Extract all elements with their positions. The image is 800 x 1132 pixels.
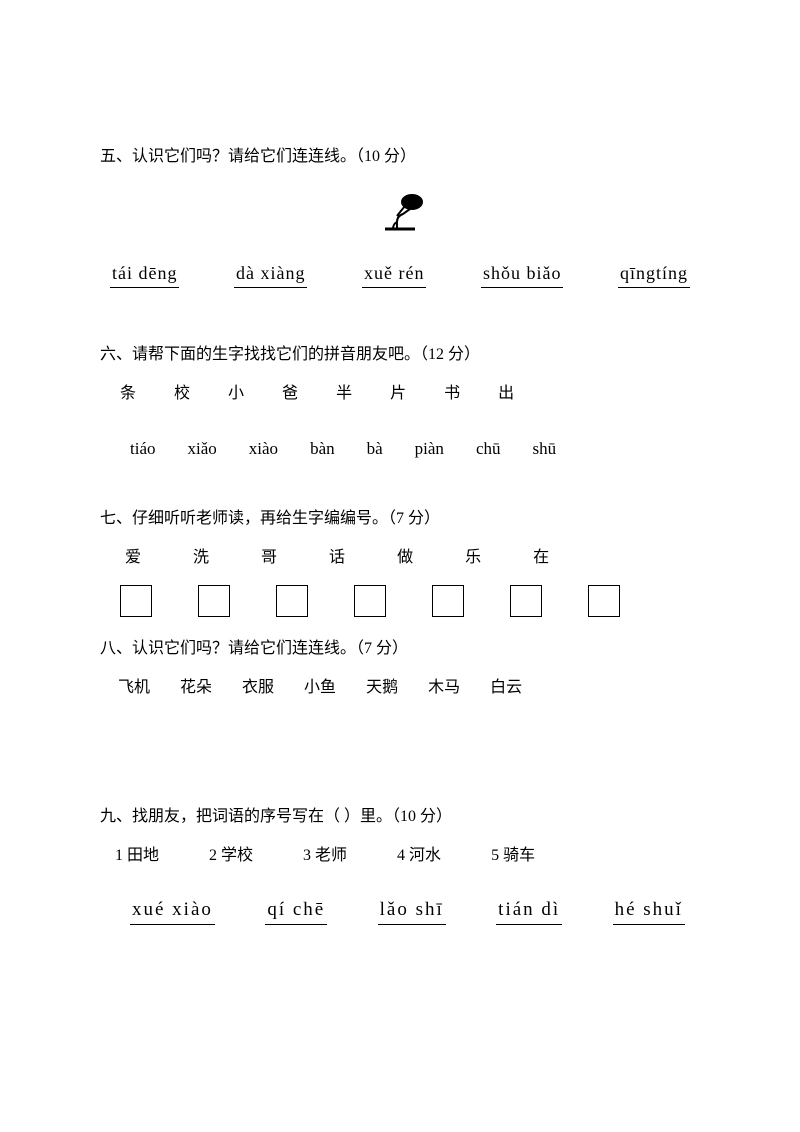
word-item: 3 老师: [303, 844, 347, 868]
pinyin-item: qīngtíng: [618, 260, 690, 288]
question-6: 六、请帮下面的生字找找它们的拼音朋友吧。（12 分） 条 校 小 爸 半 片 书…: [100, 343, 700, 462]
char-item: 书: [444, 382, 460, 406]
pinyin-item: xuě rén: [362, 260, 426, 288]
pinyin-item: xiào: [249, 436, 278, 462]
pinyin-item: shū: [532, 436, 556, 462]
q6-pinyin-row: tiáo xiǎo xiào bàn bà piàn chū shū: [100, 436, 700, 462]
char-item: 小: [228, 382, 244, 406]
char-item: 在: [533, 546, 549, 570]
answer-box: [276, 585, 308, 617]
word-item: 4 河水: [397, 844, 441, 868]
char-item: 做: [397, 546, 413, 570]
pinyin-item: tián dì: [496, 896, 562, 926]
word-item: 木马: [428, 676, 460, 700]
pinyin-item: chū: [476, 436, 501, 462]
answer-box: [510, 585, 542, 617]
char-item: 校: [174, 382, 190, 406]
pinyin-item: xiǎo: [188, 436, 217, 462]
question-9: 九、找朋友，把词语的序号写在（ ）里。（10 分） 1 田地 2 学校 3 老师…: [100, 805, 700, 926]
q5-title: 五、认识它们吗？请给它们连连线。（10 分）: [100, 145, 700, 169]
pinyin-item: bà: [367, 436, 383, 462]
pinyin-item: bàn: [310, 436, 335, 462]
char-item: 爱: [125, 546, 141, 570]
pinyin-item: dà xiàng: [234, 260, 307, 288]
word-item: 小鱼: [304, 676, 336, 700]
char-item: 乐: [465, 546, 481, 570]
char-item: 片: [390, 382, 406, 406]
q8-title: 八、认识它们吗？请给它们连连线。（7 分）: [100, 637, 700, 661]
q5-pinyin-row: tái dēng dà xiàng xuě rén shǒu biǎo qīng…: [100, 260, 700, 288]
word-item: 花朵: [180, 676, 212, 700]
q7-box-row: [100, 585, 700, 617]
question-8: 八、认识它们吗？请给它们连连线。（7 分） 飞机 花朵 衣服 小鱼 天鹅 木马 …: [100, 637, 700, 700]
answer-box: [120, 585, 152, 617]
answer-box: [432, 585, 464, 617]
pinyin-item: hé shuǐ: [613, 896, 685, 926]
char-item: 出: [498, 382, 514, 406]
pinyin-item: xué xiào: [130, 896, 215, 926]
pinyin-item: piàn: [415, 436, 444, 462]
question-7: 七、仔细听听老师读，再给生字编编号。（7 分） 爱 洗 哥 话 做 乐 在: [100, 507, 700, 617]
char-item: 话: [329, 546, 345, 570]
q7-char-row: 爱 洗 哥 话 做 乐 在: [100, 546, 700, 570]
q9-word-row: 1 田地 2 学校 3 老师 4 河水 5 骑车: [100, 844, 700, 868]
char-item: 洗: [193, 546, 209, 570]
pinyin-item: lǎo shī: [378, 896, 446, 926]
q9-title: 九、找朋友，把词语的序号写在（ ）里。（10 分）: [100, 805, 700, 829]
char-item: 半: [336, 382, 352, 406]
word-item: 5 骑车: [491, 844, 535, 868]
char-item: 条: [120, 382, 136, 406]
pinyin-item: tiáo: [130, 436, 156, 462]
word-item: 飞机: [118, 676, 150, 700]
word-item: 天鹅: [366, 676, 398, 700]
word-item: 白云: [490, 676, 522, 700]
q6-title: 六、请帮下面的生字找找它们的拼音朋友吧。（12 分）: [100, 343, 700, 367]
q8-word-row: 飞机 花朵 衣服 小鱼 天鹅 木马 白云: [100, 676, 700, 700]
char-item: 爸: [282, 382, 298, 406]
question-5: 五、认识它们吗？请给它们连连线。（10 分） tái dēng dà xiàng…: [100, 145, 700, 288]
char-item: 哥: [261, 546, 277, 570]
word-item: 1 田地: [115, 844, 159, 868]
pinyin-item: shǒu biǎo: [481, 260, 564, 288]
q7-title: 七、仔细听听老师读，再给生字编编号。（7 分）: [100, 507, 700, 531]
answer-box: [198, 585, 230, 617]
answer-box: [588, 585, 620, 617]
desk-lamp-icon: [100, 184, 700, 240]
answer-box: [354, 585, 386, 617]
word-item: 2 学校: [209, 844, 253, 868]
q9-pinyin-row: xué xiào qí chē lǎo shī tián dì hé shuǐ: [100, 896, 700, 926]
word-item: 衣服: [242, 676, 274, 700]
q6-char-row: 条 校 小 爸 半 片 书 出: [100, 382, 700, 406]
pinyin-item: tái dēng: [110, 260, 179, 288]
pinyin-item: qí chē: [265, 896, 327, 926]
